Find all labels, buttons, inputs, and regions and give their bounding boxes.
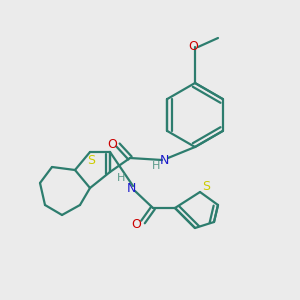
Text: O: O: [107, 137, 117, 151]
Text: H: H: [152, 161, 160, 171]
Text: H: H: [117, 173, 125, 183]
Text: S: S: [87, 154, 95, 167]
Text: S: S: [202, 181, 210, 194]
Text: O: O: [131, 218, 141, 232]
Text: N: N: [126, 182, 136, 196]
Text: N: N: [159, 154, 169, 166]
Text: O: O: [188, 40, 198, 52]
